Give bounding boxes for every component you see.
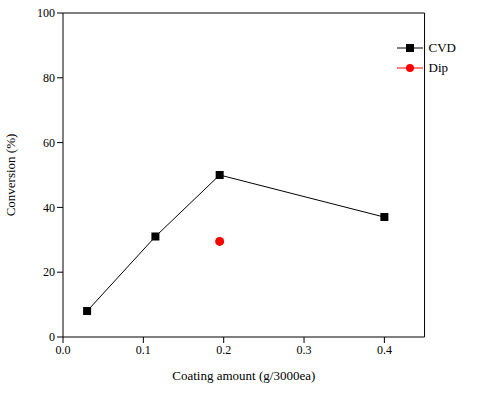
svg-text:60: 60 [43,136,55,150]
svg-text:20: 20 [43,265,55,279]
svg-text:Conversion (%): Conversion (%) [8,134,18,217]
svg-text:100: 100 [37,6,55,20]
svg-text:0.1: 0.1 [136,343,151,357]
html-text:CVD: CVD [428,40,456,55]
svg-text:Coating amount (g/3000ea): Coating amount (g/3000ea) [172,368,315,383]
svg-text:40: 40 [43,201,55,215]
svg-text:0.0: 0.0 [56,343,71,357]
html-text:Dip: Dip [428,60,448,75]
svg-text:0.2: 0.2 [216,343,231,357]
svg-text:80: 80 [43,71,55,85]
svg-text:0: 0 [49,330,55,344]
svg-text:0.4: 0.4 [377,343,392,357]
svg-text:0.3: 0.3 [297,343,312,357]
